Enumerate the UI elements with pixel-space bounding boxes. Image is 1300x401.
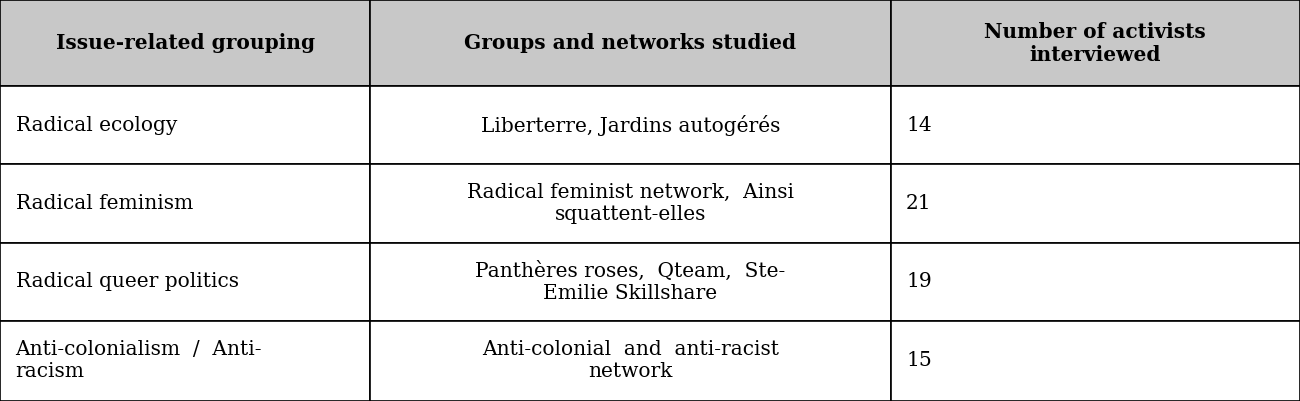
Bar: [891, 0, 1300, 86]
Bar: [891, 321, 1300, 401]
Text: Number of activists
interviewed: Number of activists interviewed: [984, 22, 1206, 65]
Text: Liberterre, Jardins autogérés: Liberterre, Jardins autogérés: [481, 115, 780, 136]
Bar: [891, 86, 1300, 164]
Bar: [370, 0, 890, 86]
Text: Issue-related grouping: Issue-related grouping: [56, 33, 315, 53]
Text: Groups and networks studied: Groups and networks studied: [464, 33, 797, 53]
Text: 15: 15: [906, 351, 932, 371]
Text: Anti-colonial  and  anti-racist
network: Anti-colonial and anti-racist network: [482, 340, 779, 381]
Text: 21: 21: [906, 194, 932, 213]
Bar: [0, 164, 370, 243]
Text: Radical ecology: Radical ecology: [16, 116, 177, 135]
Bar: [891, 243, 1300, 321]
Bar: [0, 86, 370, 164]
Text: Radical queer politics: Radical queer politics: [16, 272, 239, 291]
Text: 14: 14: [906, 116, 932, 135]
Bar: [370, 243, 890, 321]
Text: 19: 19: [906, 272, 932, 291]
Bar: [0, 243, 370, 321]
Text: Panthères roses,  Qteam,  Ste-
Emilie Skillshare: Panthères roses, Qteam, Ste- Emilie Skil…: [476, 261, 785, 303]
Text: Radical feminism: Radical feminism: [16, 194, 192, 213]
Bar: [0, 321, 370, 401]
Bar: [370, 164, 890, 243]
Bar: [891, 164, 1300, 243]
Bar: [370, 86, 890, 164]
Text: Anti-colonialism  /  Anti-
racism: Anti-colonialism / Anti- racism: [16, 340, 263, 381]
Text: Radical feminist network,  Ainsi
squattent-elles: Radical feminist network, Ainsi squatten…: [467, 183, 794, 224]
Bar: [0, 0, 370, 86]
Bar: [370, 321, 890, 401]
